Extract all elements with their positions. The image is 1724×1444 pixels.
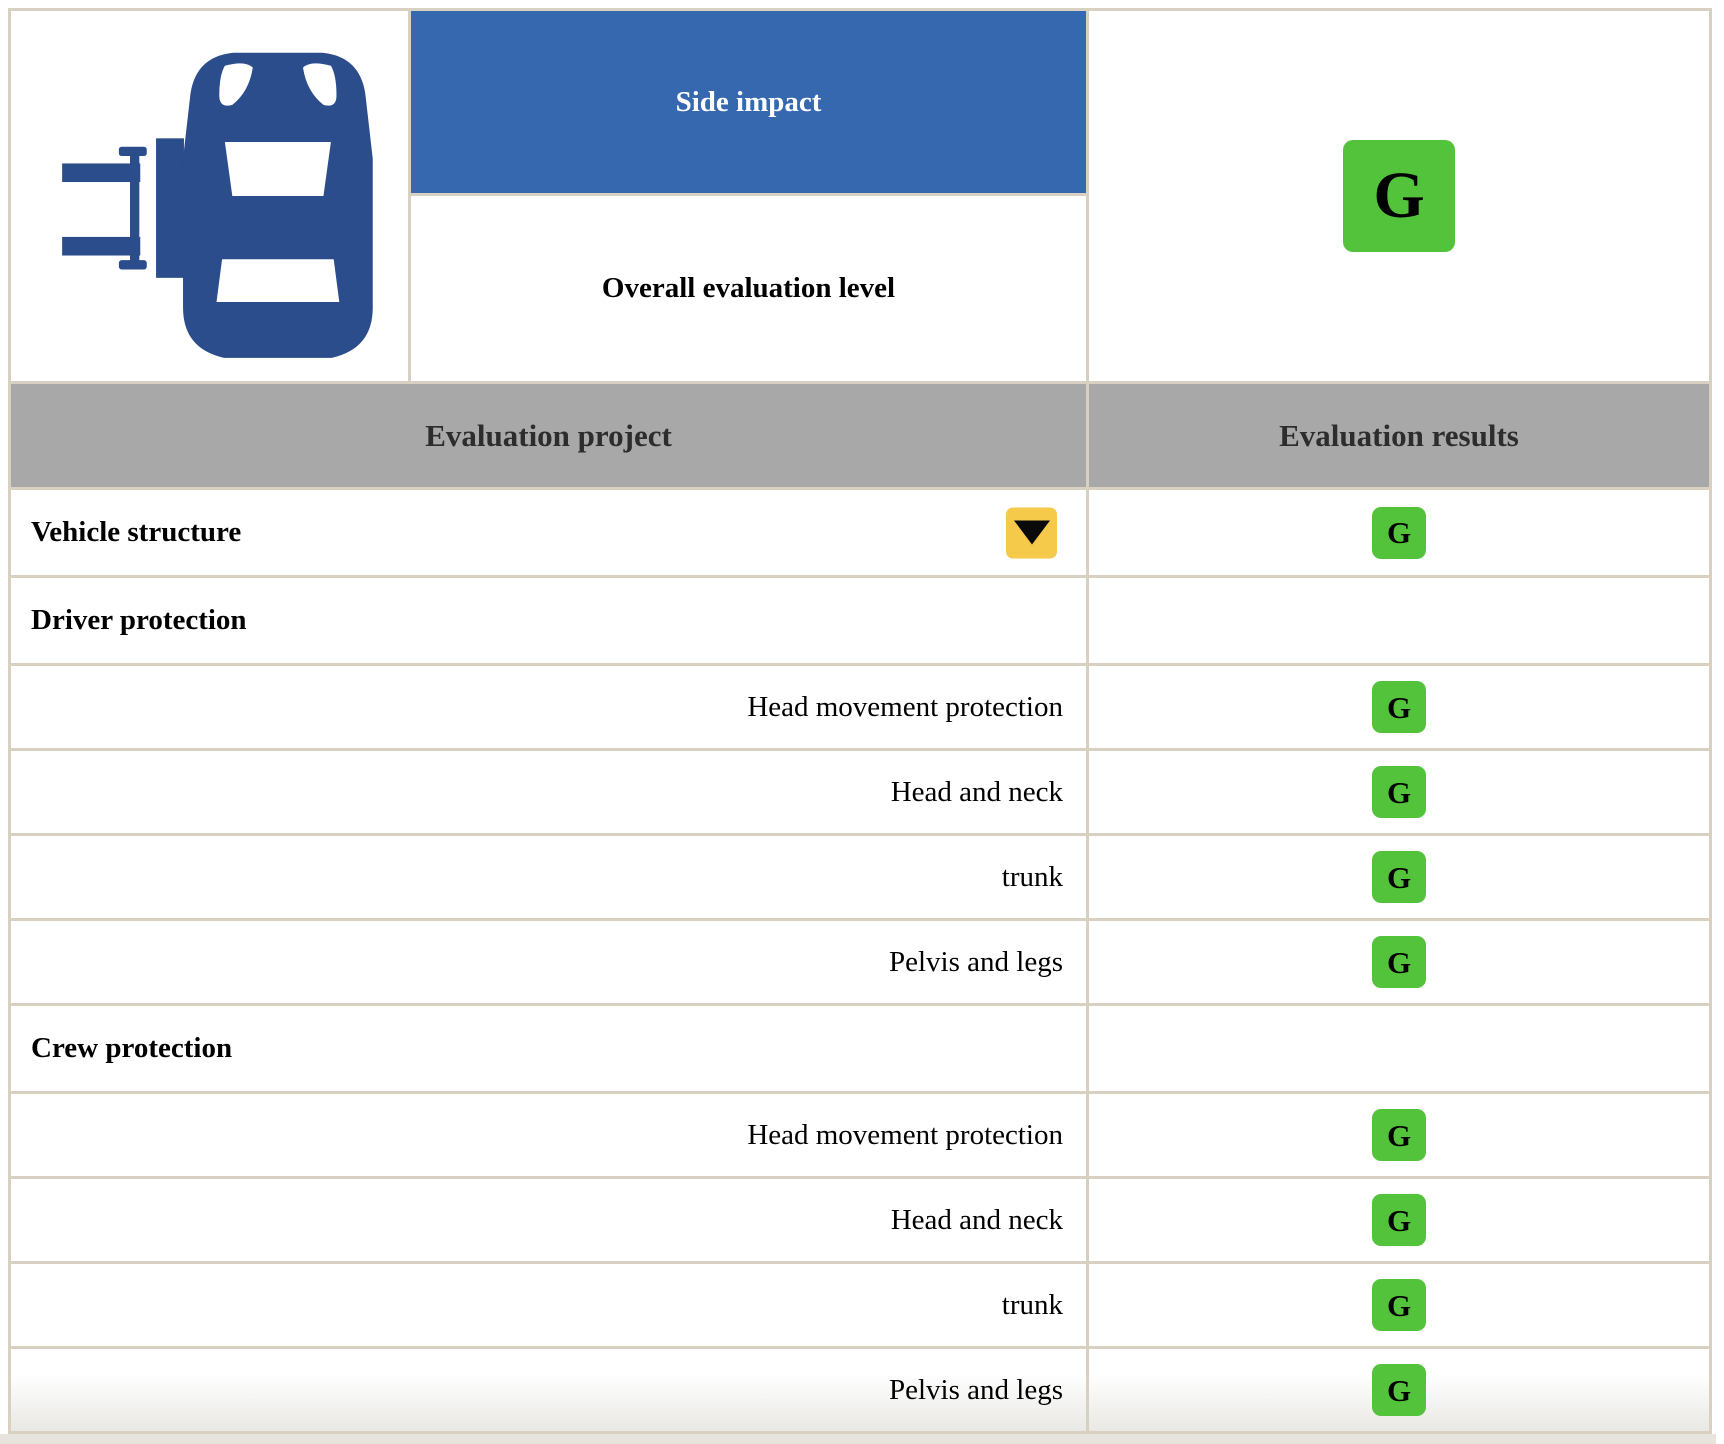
row-label: Pelvis and legs xyxy=(889,945,1063,978)
summary-labels-cell: Side impact Overall evaluation level xyxy=(411,11,1086,381)
row-label: Head movement protection xyxy=(747,1118,1063,1151)
overall-grade-cell: G xyxy=(1089,11,1709,381)
overall-grade-badge: G xyxy=(1343,140,1455,252)
row-label: Vehicle structure xyxy=(31,516,242,548)
row-label: trunk xyxy=(1001,860,1063,893)
project-cell: trunk xyxy=(11,1264,1086,1346)
row-pelvis-and-legs: Pelvis and legs G xyxy=(11,1349,1709,1431)
grade-badge: G xyxy=(1372,851,1426,903)
results-cell: G xyxy=(1089,1349,1709,1431)
side-impact-crash-icon xyxy=(61,52,373,358)
summary-section: Side impact Overall evaluation level G xyxy=(11,11,1709,381)
project-cell: Head movement protection xyxy=(11,1094,1086,1176)
results-cell xyxy=(1089,578,1709,663)
project-cell: trunk xyxy=(11,836,1086,918)
results-cell: G xyxy=(1089,921,1709,1003)
project-cell: Head and neck xyxy=(11,1179,1086,1261)
row-head-movement-protection: Head movement protection G xyxy=(11,1094,1709,1176)
crash-illustration-cell xyxy=(11,11,408,381)
row-label: Crew protection xyxy=(31,1032,233,1064)
dropdown-button[interactable] xyxy=(1006,507,1057,558)
grade-badge: G xyxy=(1372,1194,1426,1246)
test-name-banner: Side impact xyxy=(411,11,1086,193)
row-label: Pelvis and legs xyxy=(889,1373,1063,1406)
grade-badge: G xyxy=(1372,936,1426,988)
rating-table: Side impact Overall evaluation level G E… xyxy=(8,8,1712,1434)
project-cell: Head and neck xyxy=(11,751,1086,833)
results-cell: G xyxy=(1089,1094,1709,1176)
results-cell: G xyxy=(1089,751,1709,833)
project-cell: Driver protection xyxy=(11,578,1086,663)
grade-badge: G xyxy=(1372,681,1426,733)
bottom-strip xyxy=(0,1434,1716,1444)
row-head-and-neck: Head and neck G xyxy=(11,1179,1709,1261)
overall-evaluation-cell: Overall evaluation level xyxy=(411,196,1086,381)
results-cell: G xyxy=(1089,666,1709,748)
project-cell: Crew protection xyxy=(11,1006,1086,1091)
column-header-results: Evaluation results xyxy=(1089,384,1709,487)
column-header-project: Evaluation project xyxy=(11,384,1086,487)
project-cell: Vehicle structure xyxy=(11,490,1086,575)
row-label: Head movement protection xyxy=(747,690,1063,723)
row-trunk: trunk G xyxy=(11,836,1709,918)
row-vehicle-structure: Vehicle structure G xyxy=(11,490,1709,575)
table-header-row: Evaluation project Evaluation results xyxy=(11,384,1709,487)
row-crew-protection: Crew protection xyxy=(11,1006,1709,1091)
row-label: Head and neck xyxy=(890,775,1063,808)
row-trunk: trunk G xyxy=(11,1264,1709,1346)
row-label: trunk xyxy=(1001,1288,1063,1321)
row-label: Head and neck xyxy=(890,1203,1063,1236)
grade-badge: G xyxy=(1372,766,1426,818)
project-cell: Head movement protection xyxy=(11,666,1086,748)
project-cell: Pelvis and legs xyxy=(11,921,1086,1003)
row-label: Driver protection xyxy=(31,604,247,636)
results-cell: G xyxy=(1089,1179,1709,1261)
results-cell xyxy=(1089,1006,1709,1091)
overall-evaluation-label: Overall evaluation level xyxy=(601,272,896,304)
row-pelvis-and-legs: Pelvis and legs G xyxy=(11,921,1709,1003)
results-cell: G xyxy=(1089,1264,1709,1346)
grade-badge: G xyxy=(1372,506,1426,559)
row-head-and-neck: Head and neck G xyxy=(11,751,1709,833)
chevron-down-icon xyxy=(1013,520,1050,545)
grade-badge: G xyxy=(1372,1364,1426,1416)
grade-badge: G xyxy=(1372,1109,1426,1161)
test-name-label: Side impact xyxy=(675,85,822,118)
results-cell: G xyxy=(1089,490,1709,575)
project-cell: Pelvis and legs xyxy=(11,1349,1086,1431)
row-driver-protection: Driver protection xyxy=(11,578,1709,663)
results-cell: G xyxy=(1089,836,1709,918)
row-head-movement-protection: Head movement protection G xyxy=(11,666,1709,748)
grade-badge: G xyxy=(1372,1279,1426,1331)
